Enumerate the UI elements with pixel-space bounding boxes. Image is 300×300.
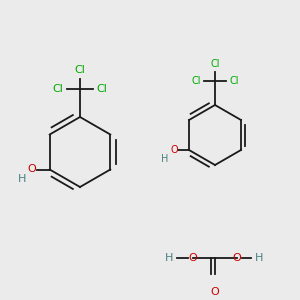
Text: O: O [211, 287, 219, 297]
Text: H: H [255, 253, 263, 263]
Text: Cl: Cl [191, 76, 201, 86]
Text: Cl: Cl [97, 84, 108, 94]
Text: Cl: Cl [52, 84, 63, 94]
Text: O: O [232, 253, 242, 263]
Text: Cl: Cl [75, 65, 86, 75]
Text: H: H [161, 154, 169, 164]
Text: O: O [27, 164, 36, 175]
Text: Cl: Cl [230, 76, 239, 86]
Text: H: H [17, 175, 26, 184]
Text: O: O [170, 145, 178, 155]
Text: O: O [189, 253, 197, 263]
Text: H: H [165, 253, 173, 263]
Text: Cl: Cl [210, 59, 220, 69]
